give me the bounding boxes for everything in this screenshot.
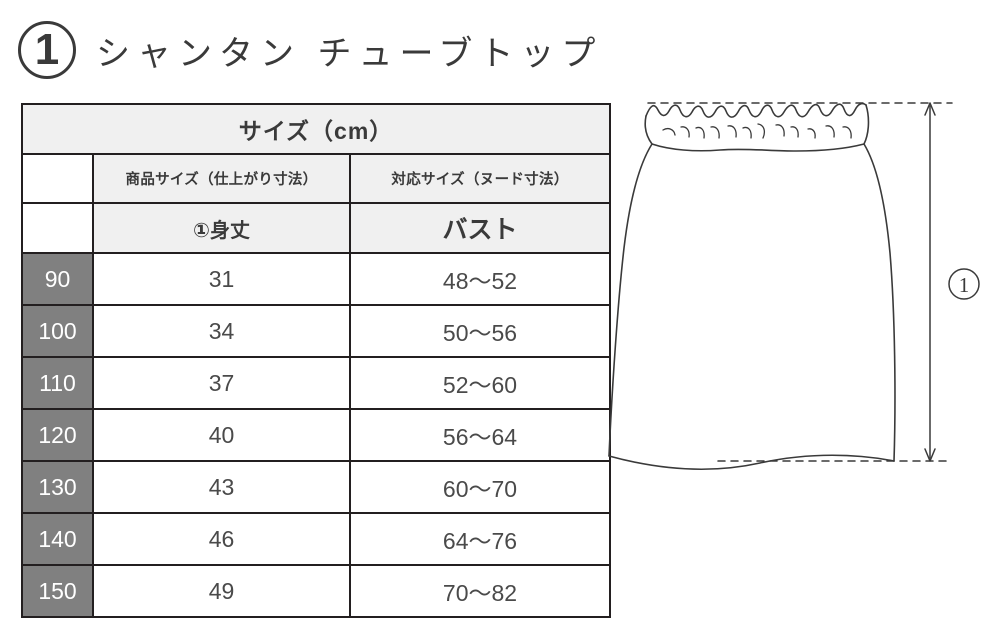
cell-size-key: 140 <box>21 512 94 566</box>
sub-header-bust: バスト <box>349 202 611 254</box>
sub-header-length: ①身丈 <box>92 202 351 254</box>
size-chart: サイズ（cm） 商品サイズ（仕上がり寸法） 対応サイズ（ヌード寸法） ①身丈 バ… <box>21 103 611 618</box>
dimension-arrow-length <box>924 102 936 462</box>
cell-bust: 70〜82 <box>349 564 611 618</box>
table-row: 120 40 56〜64 <box>21 408 611 462</box>
cell-size-key: 150 <box>21 564 94 618</box>
table-row: 130 43 60〜70 <box>21 460 611 514</box>
cell-length: 43 <box>92 460 351 514</box>
cell-length: 31 <box>92 252 351 306</box>
ruffle-top-edge <box>645 102 867 118</box>
page-title: シャンタン チューブトップ <box>96 34 603 73</box>
size-table: サイズ（cm） 商品サイズ（仕上がり寸法） 対応サイズ（ヌード寸法） ①身丈 バ… <box>21 103 611 618</box>
cell-length: 46 <box>92 512 351 566</box>
body-left-seam <box>608 143 653 457</box>
table-row: 100 34 50〜56 <box>21 304 611 358</box>
cell-bust: 56〜64 <box>349 408 611 462</box>
cell-size-key: 90 <box>21 252 94 306</box>
table-caption: サイズ（cm） <box>21 103 611 155</box>
body-hem-edge <box>608 454 895 471</box>
body-right-seam <box>863 143 896 462</box>
cell-bust: 48〜52 <box>349 252 611 306</box>
cell-bust: 60〜70 <box>349 460 611 514</box>
sub-header-size-key <box>21 202 94 254</box>
group-header-size-key <box>21 153 94 204</box>
ruffle-band-bottom-seam <box>651 143 865 152</box>
ruffle-band-right-edge <box>863 104 870 145</box>
cell-size-key: 130 <box>21 460 94 514</box>
table-row: 110 37 52〜60 <box>21 356 611 410</box>
table-row: 90 31 48〜52 <box>21 252 611 306</box>
cell-length: 37 <box>92 356 351 410</box>
cell-size-key: 110 <box>21 356 94 410</box>
shirring-texture <box>662 123 852 139</box>
cell-length: 49 <box>92 564 351 618</box>
title-number-badge: 1 <box>18 21 76 79</box>
cell-bust: 50〜56 <box>349 304 611 358</box>
table-row: 140 46 64〜76 <box>21 512 611 566</box>
ruffle-band-left-edge <box>644 115 653 145</box>
dimension-label-circle <box>948 268 980 300</box>
table-row: 150 49 70〜82 <box>21 564 611 618</box>
page-title-bar: 1 シャンタン チューブトップ <box>18 12 602 88</box>
cell-length: 40 <box>92 408 351 462</box>
cell-bust: 64〜76 <box>349 512 611 566</box>
dimension-label-text: 1 <box>959 273 970 297</box>
garment-illustration: 1 <box>600 88 1000 488</box>
cell-length: 34 <box>92 304 351 358</box>
table-group-header-row: 商品サイズ（仕上がり寸法） 対応サイズ（ヌード寸法） <box>21 153 611 204</box>
cell-size-key: 120 <box>21 408 94 462</box>
cell-size-key: 100 <box>21 304 94 358</box>
group-header-product-size: 商品サイズ（仕上がり寸法） <box>92 153 351 204</box>
table-sub-header-row: ①身丈 バスト <box>21 202 611 254</box>
table-caption-row: サイズ（cm） <box>21 103 611 155</box>
group-header-body-size: 対応サイズ（ヌード寸法） <box>349 153 611 204</box>
cell-bust: 52〜60 <box>349 356 611 410</box>
